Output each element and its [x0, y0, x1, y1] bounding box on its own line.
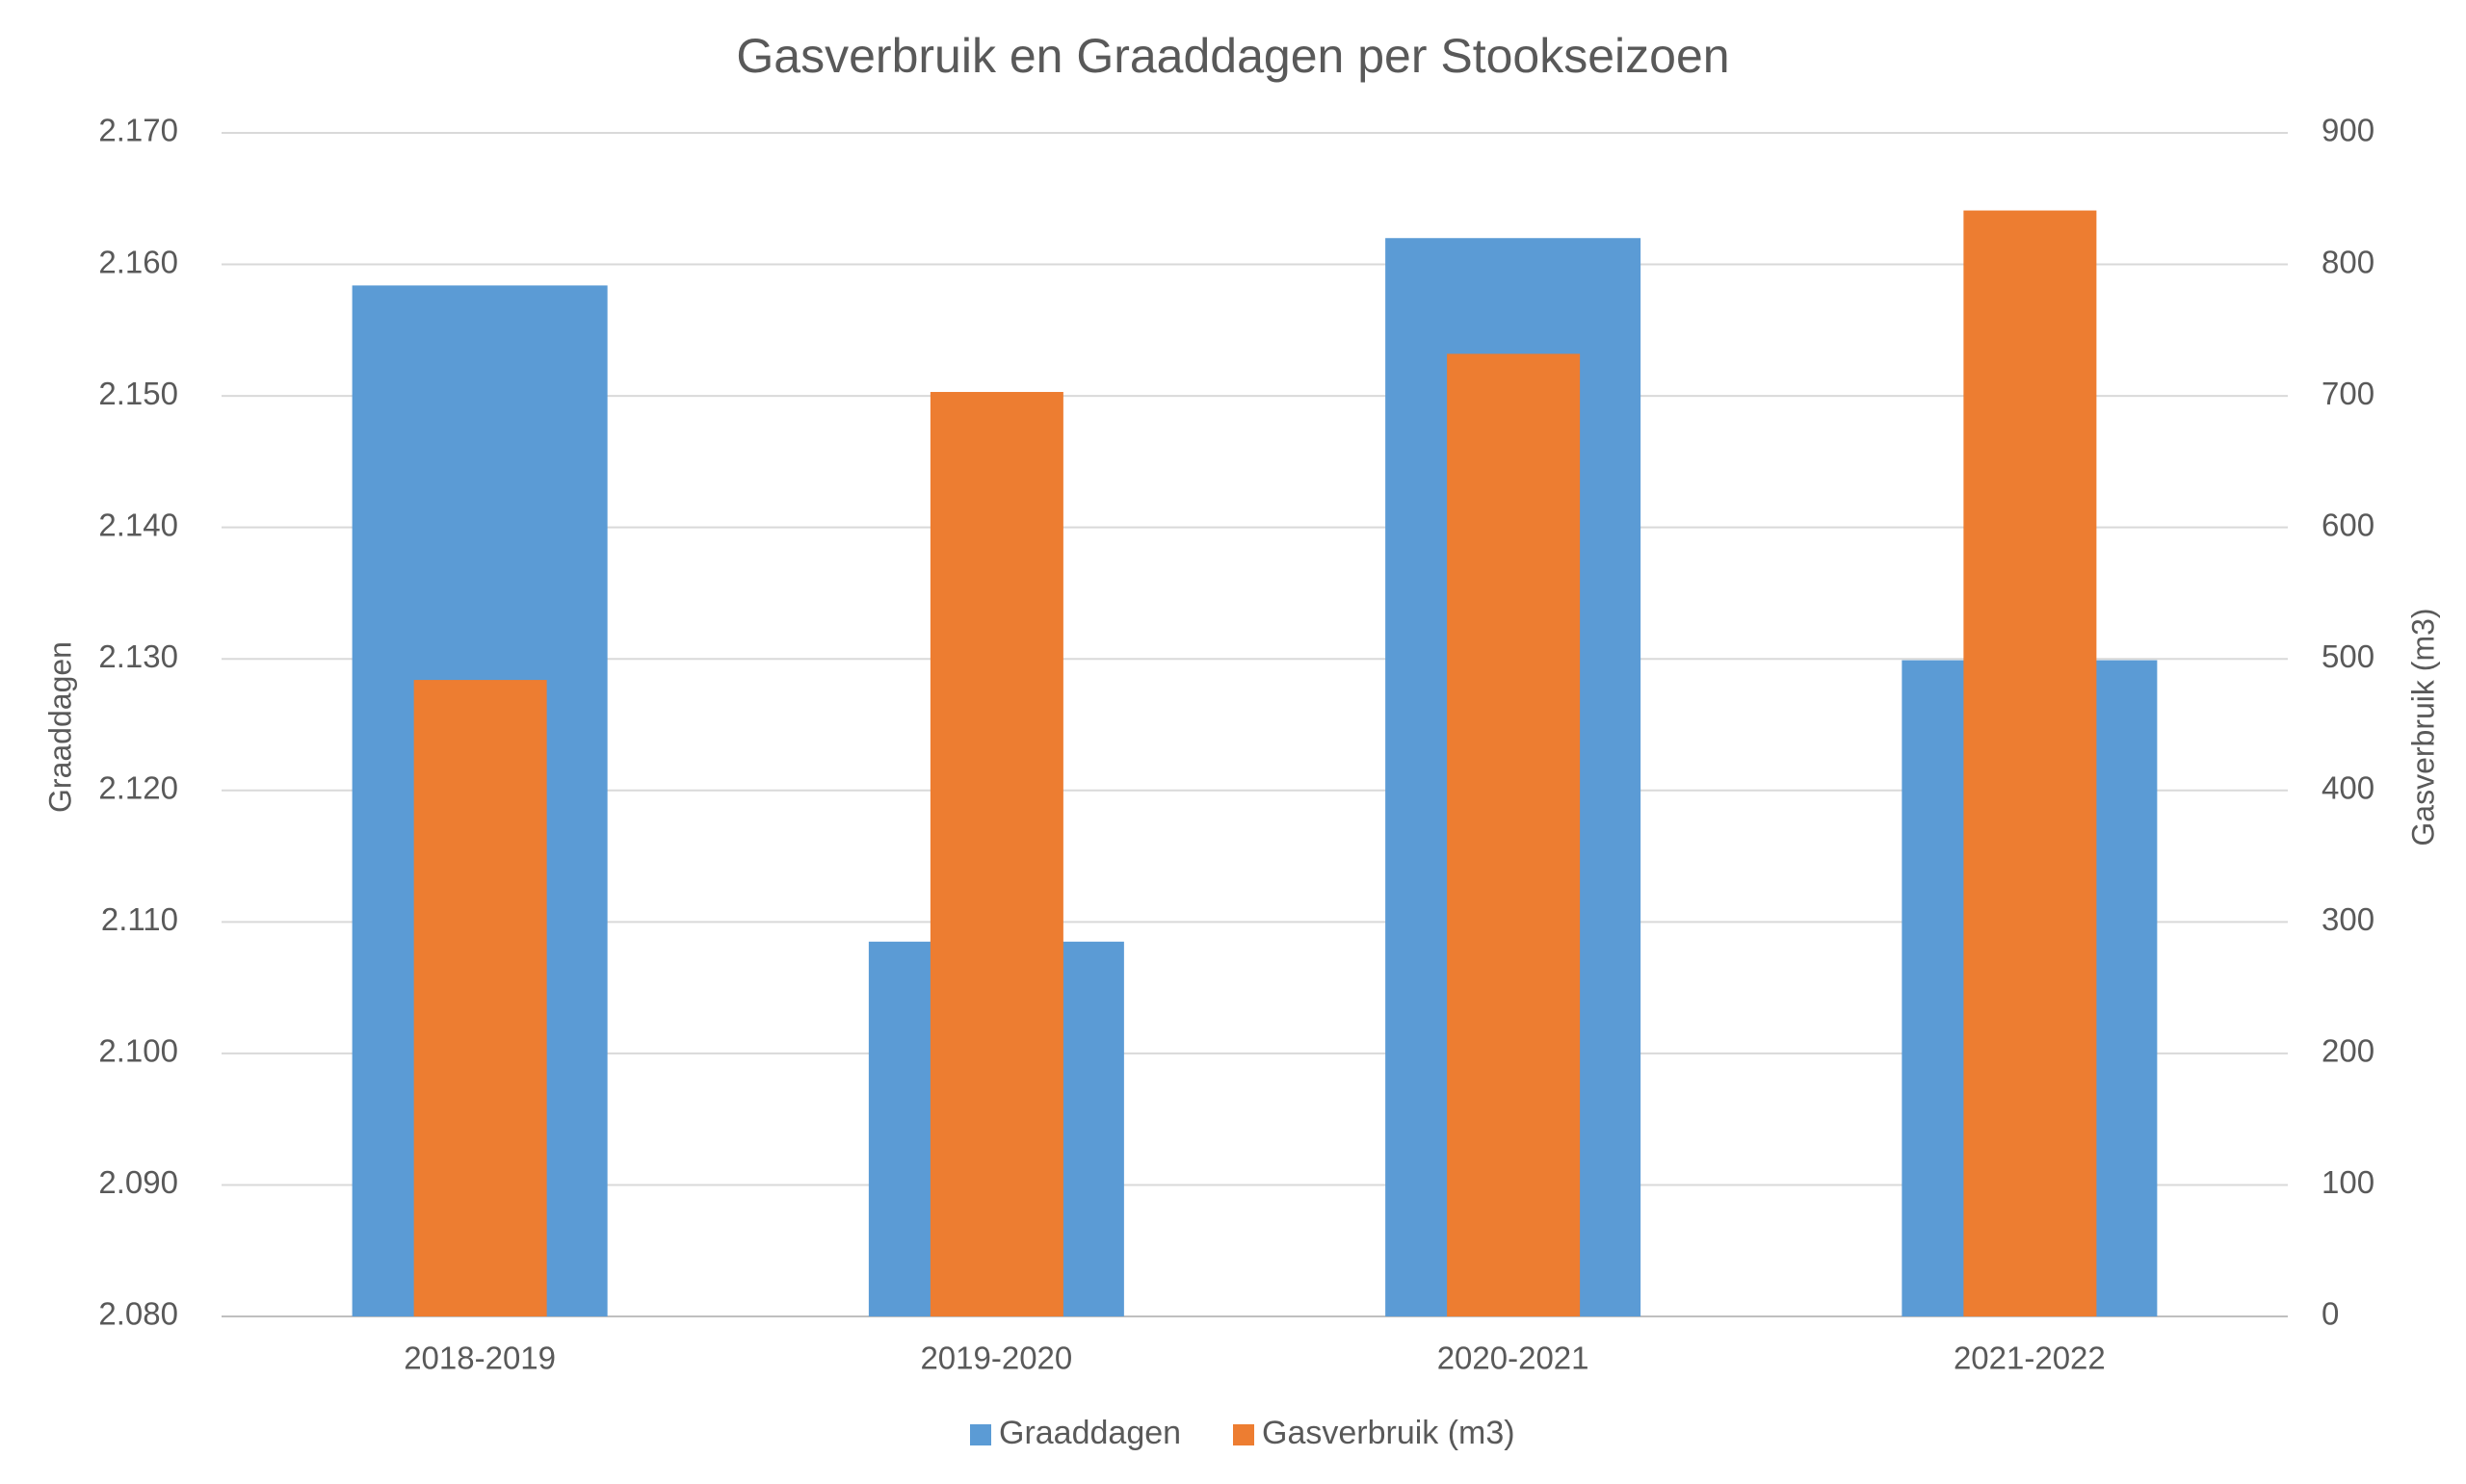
bar-gasverbruik-2021-2022	[1963, 210, 2097, 1317]
left-axis-ticks: 2.080 2.090 2.100 2.110 2.120 2.130 2.140 2.150…	[98, 113, 178, 1332]
bar-gasverbruik-2020-2021	[1447, 353, 1581, 1316]
right-tick-label: 900	[2322, 113, 2374, 148]
x-tick-label: 2020-2021	[1437, 1341, 1589, 1376]
legend-swatch-graaddagen	[970, 1424, 991, 1445]
left-tick-label: 2.170	[98, 113, 178, 148]
right-axis-label: Gasverbruik (m3)	[2405, 608, 2440, 846]
right-tick-label: 500	[2322, 638, 2374, 674]
left-tick-label: 2.150	[98, 376, 178, 411]
right-tick-label: 800	[2322, 244, 2374, 279]
right-tick-label: 0	[2322, 1296, 2339, 1332]
chart-title: Gasverbruik en Graaddagen per Stookseizo…	[736, 29, 1729, 83]
left-tick-label: 2.160	[98, 244, 178, 279]
right-tick-label: 700	[2322, 376, 2374, 411]
bar-gasverbruik-2018-2019	[413, 680, 547, 1316]
x-tick-label: 2019-2020	[920, 1341, 1072, 1376]
right-axis-ticks: 0 100 200 300 400 500 600 700 800 900	[2322, 113, 2374, 1332]
left-tick-label: 2.100	[98, 1033, 178, 1069]
bar-gasverbruik-2019-2020	[930, 392, 1063, 1317]
left-tick-label: 2.130	[98, 638, 178, 674]
right-tick-label: 300	[2322, 901, 2374, 937]
left-tick-label: 2.080	[98, 1296, 178, 1332]
legend-swatch-gasverbruik	[1233, 1424, 1254, 1445]
gasverbruik-bars	[413, 210, 2097, 1317]
right-tick-label: 600	[2322, 507, 2374, 542]
right-tick-label: 200	[2322, 1033, 2374, 1069]
legend-label-gasverbruik: Gasverbruik (m3)	[1262, 1415, 1515, 1451]
left-tick-label: 2.110	[101, 901, 178, 937]
graaddagen-bars	[352, 238, 2158, 1317]
left-tick-label: 2.140	[98, 507, 178, 542]
x-tick-label: 2021-2022	[1954, 1341, 2106, 1376]
x-tick-label: 2018-2019	[404, 1341, 556, 1376]
left-tick-label: 2.090	[98, 1164, 178, 1200]
left-tick-label: 2.120	[98, 769, 178, 805]
x-axis-ticks: 2018-2019 2019-2020 2020-2021 2021-2022	[404, 1341, 2106, 1376]
right-tick-label: 400	[2322, 769, 2374, 805]
legend-label-graaddagen: Graaddagen	[999, 1415, 1181, 1451]
legend: Graaddagen Gasverbruik (m3)	[970, 1415, 1515, 1451]
left-axis-label: Graaddagen	[42, 641, 77, 813]
right-tick-label: 100	[2322, 1164, 2374, 1200]
